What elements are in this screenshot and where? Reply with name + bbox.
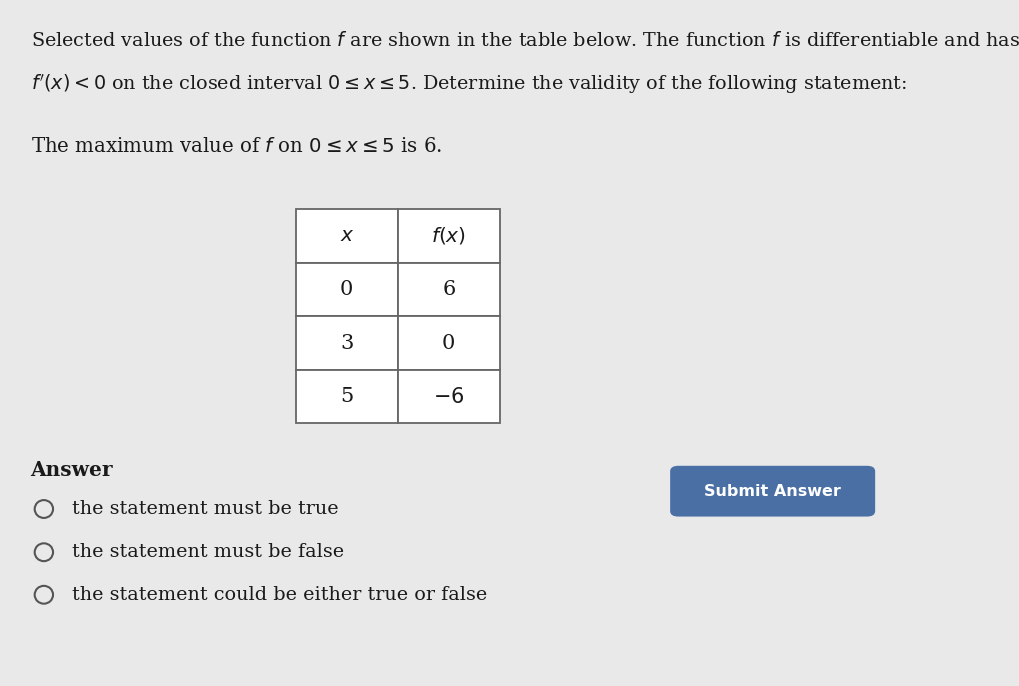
- Text: 0: 0: [441, 333, 455, 353]
- FancyBboxPatch shape: [669, 466, 874, 517]
- Text: 0: 0: [339, 280, 354, 299]
- Text: the statement could be either true or false: the statement could be either true or fa…: [72, 586, 487, 604]
- FancyBboxPatch shape: [397, 263, 499, 316]
- Text: The maximum value of $f$ on $0 \leq x \leq 5$ is 6.: The maximum value of $f$ on $0 \leq x \l…: [31, 137, 441, 156]
- Text: 3: 3: [339, 333, 354, 353]
- Text: 6: 6: [442, 280, 454, 299]
- Text: $-6$: $-6$: [433, 386, 464, 407]
- FancyBboxPatch shape: [397, 209, 499, 263]
- FancyBboxPatch shape: [397, 316, 499, 370]
- FancyBboxPatch shape: [296, 209, 397, 263]
- Text: the statement must be false: the statement must be false: [72, 543, 344, 561]
- Text: the statement must be true: the statement must be true: [72, 500, 338, 518]
- Text: Submit Answer: Submit Answer: [703, 484, 841, 499]
- FancyBboxPatch shape: [296, 316, 397, 370]
- Text: $f(x)$: $f(x)$: [431, 226, 466, 246]
- Text: Selected values of the function $f$ are shown in the table below. The function $: Selected values of the function $f$ are …: [31, 31, 1019, 50]
- Text: Answer: Answer: [31, 460, 113, 480]
- Text: $f'(x) < 0$ on the closed interval $0 \leq x \leq 5$. Determine the validity of : $f'(x) < 0$ on the closed interval $0 \l…: [31, 72, 906, 96]
- FancyBboxPatch shape: [296, 370, 397, 423]
- Text: $x$: $x$: [339, 226, 354, 246]
- FancyBboxPatch shape: [397, 370, 499, 423]
- FancyBboxPatch shape: [296, 263, 397, 316]
- Text: 5: 5: [340, 387, 353, 406]
